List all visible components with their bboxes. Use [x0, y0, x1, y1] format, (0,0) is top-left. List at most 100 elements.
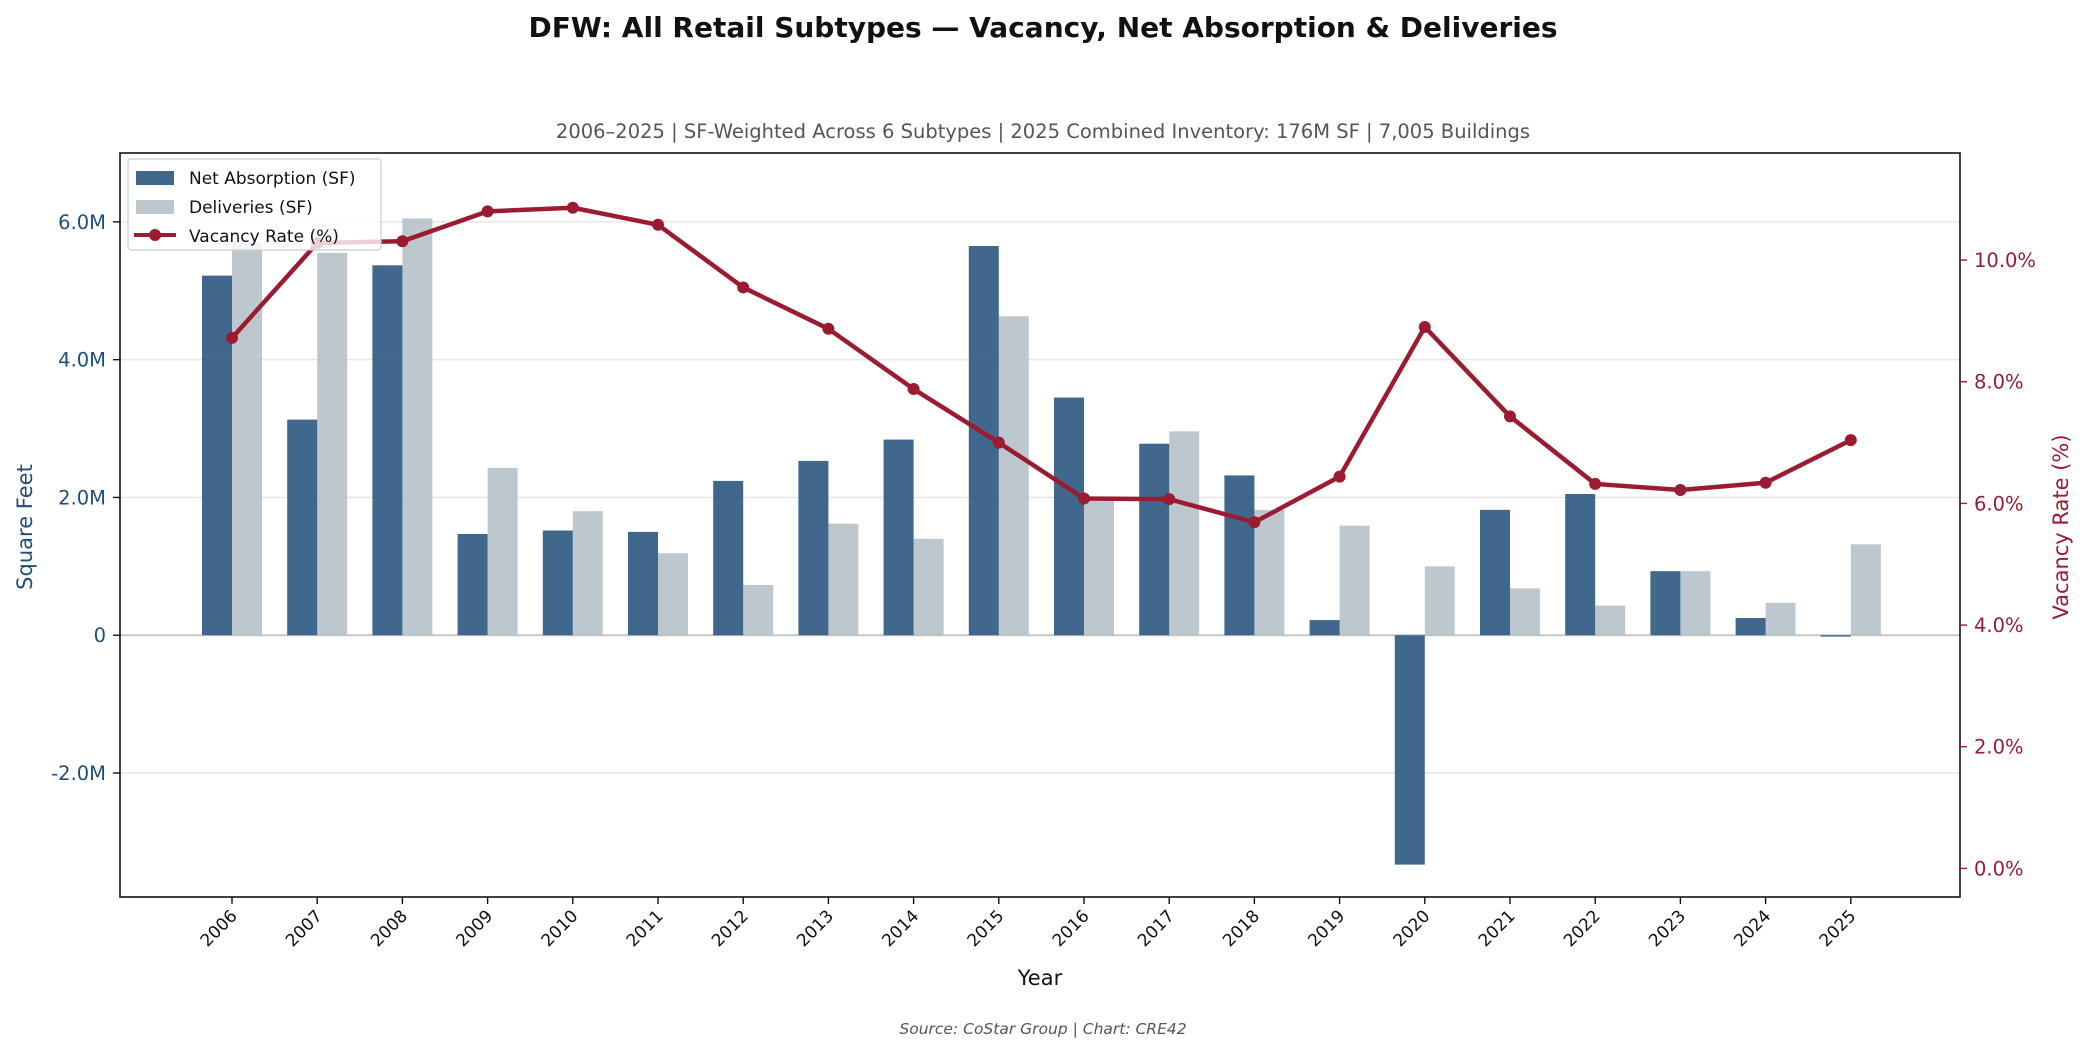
deliveries-bar — [402, 218, 433, 636]
absorption-bar — [1735, 618, 1766, 636]
x-axis-ticks: 2006 2007 2008 2009 2010 2011 2012 2013 2014 2015… — [197, 897, 1861, 951]
vacancy-point — [1163, 493, 1176, 506]
vacancy-point — [1248, 516, 1261, 529]
deliveries-bar — [1595, 605, 1626, 636]
x-tick-label: 2014 — [878, 906, 923, 951]
vacancy-point — [652, 218, 664, 231]
vacancy-line — [230, 205, 1852, 525]
legend-label-deliveries: Deliveries (SF) — [189, 198, 313, 218]
x-tick-label: 2008 — [367, 906, 412, 951]
deliveries-bar — [828, 523, 859, 636]
vacancy-point — [1589, 477, 1602, 490]
legend-swatch-vacancy-marker — [149, 229, 161, 241]
deliveries-bar — [1765, 602, 1796, 636]
deliveries-bar — [743, 584, 774, 636]
deliveries-bar — [1850, 544, 1881, 636]
x-tick-label: 2009 — [452, 906, 497, 951]
y2-tick-label: 6.0% — [1974, 492, 2024, 515]
y2-tick-label: 2.0% — [1974, 736, 2024, 759]
x-tick-label: 2020 — [1390, 906, 1435, 951]
y-tick-label: 0 — [94, 624, 106, 647]
legend-label-absorption: Net Absorption (SF) — [189, 169, 356, 189]
legend-label-vacancy: Vacancy Rate (%) — [189, 227, 339, 247]
absorption-bar — [798, 460, 829, 636]
deliveries-bar — [1510, 588, 1540, 636]
vacancy-point — [992, 436, 1005, 449]
vacancy-point — [481, 205, 494, 218]
absorption-bars — [202, 246, 1851, 865]
x-tick-label: 2012 — [708, 906, 753, 951]
deliveries-bar — [487, 467, 518, 636]
absorption-bar — [883, 439, 914, 636]
vacancy-point — [1418, 320, 1431, 333]
vacancy-point — [1759, 476, 1772, 489]
vacancy-point — [226, 331, 238, 344]
deliveries-bar — [317, 252, 348, 636]
deliveries-bar — [1339, 525, 1370, 636]
right-y-axis-ticks: 0.0% 2.0% 4.0% 6.0% 8.0% 10.0% — [1960, 249, 2036, 880]
x-tick-label: 2010 — [538, 906, 583, 951]
legend: Net Absorption (SF) Deliveries (SF) Vaca… — [127, 158, 382, 251]
x-tick-label: 2024 — [1730, 906, 1775, 951]
absorption-bar — [628, 531, 658, 636]
x-tick-label: 2023 — [1645, 906, 1690, 951]
vacancy-point — [566, 201, 579, 214]
y-axis-label: Square Feet — [13, 464, 37, 590]
vacancy-line-layer — [226, 201, 1857, 529]
plot-frame — [119, 152, 1961, 898]
deliveries-bar — [572, 511, 603, 636]
vacancy-point — [822, 322, 835, 335]
x-tick-label: 2017 — [1134, 906, 1179, 951]
absorption-bar — [542, 530, 573, 636]
absorption-bar — [457, 533, 488, 636]
legend-swatch-absorption — [136, 171, 174, 185]
x-tick-label: 2013 — [793, 906, 838, 951]
vacancy-point — [1674, 484, 1687, 497]
x-tick-label: 2022 — [1560, 906, 1605, 951]
absorption-bar — [1394, 635, 1425, 865]
absorption-bar — [1565, 494, 1596, 636]
absorption-bar — [202, 275, 232, 636]
absorption-bar — [372, 265, 403, 636]
source-note: Source: CoStar Group | Chart: CRE42 — [899, 1020, 1186, 1038]
deliveries-bar — [1680, 571, 1711, 636]
absorption-bar — [1650, 571, 1681, 636]
y2-tick-label: 8.0% — [1974, 371, 2024, 394]
absorption-bar — [1139, 443, 1170, 636]
x-tick-label: 2015 — [964, 906, 1009, 951]
y2-tick-label: 10.0% — [1974, 249, 2036, 272]
deliveries-bar — [1424, 566, 1455, 636]
vacancy-point — [396, 235, 409, 248]
absorption-bar — [1054, 397, 1084, 636]
absorption-bar — [1224, 475, 1255, 636]
vacancy-point — [737, 281, 750, 294]
legend-box — [127, 158, 382, 251]
y-tick-label: 2.0M — [58, 486, 106, 509]
x-axis-label: Year — [1017, 966, 1063, 990]
x-tick-label: 2018 — [1219, 906, 1264, 951]
legend-swatch-deliveries — [136, 200, 174, 214]
y-tick-label: -2.0M — [51, 762, 106, 785]
x-tick-label: 2006 — [197, 906, 242, 951]
left-y-axis-ticks: -2.0M 0 2.0M 4.0M 6.0M — [51, 211, 120, 785]
chart-title: DFW: All Retail Subtypes — Vacancy, Net … — [528, 11, 1557, 44]
deliveries-bar — [998, 316, 1029, 636]
deliveries-bars — [232, 218, 1881, 636]
deliveries-bar — [1254, 509, 1285, 636]
y-tick-label: 4.0M — [58, 349, 106, 372]
absorption-bar — [1820, 635, 1851, 637]
x-tick-label: 2016 — [1049, 906, 1094, 951]
deliveries-bar — [1084, 496, 1114, 636]
vacancy-point — [1333, 470, 1346, 483]
deliveries-bar — [913, 538, 944, 636]
vacancy-point — [1504, 410, 1516, 423]
deliveries-bar — [232, 242, 262, 636]
x-tick-label: 2019 — [1304, 906, 1349, 951]
x-tick-label: 2025 — [1816, 906, 1861, 951]
deliveries-bar — [658, 553, 688, 636]
vacancy-point — [1078, 492, 1090, 505]
y2-tick-label: 4.0% — [1974, 614, 2024, 637]
vacancy-point — [907, 383, 920, 396]
x-tick-label: 2011 — [623, 906, 668, 951]
absorption-bar — [713, 480, 744, 636]
